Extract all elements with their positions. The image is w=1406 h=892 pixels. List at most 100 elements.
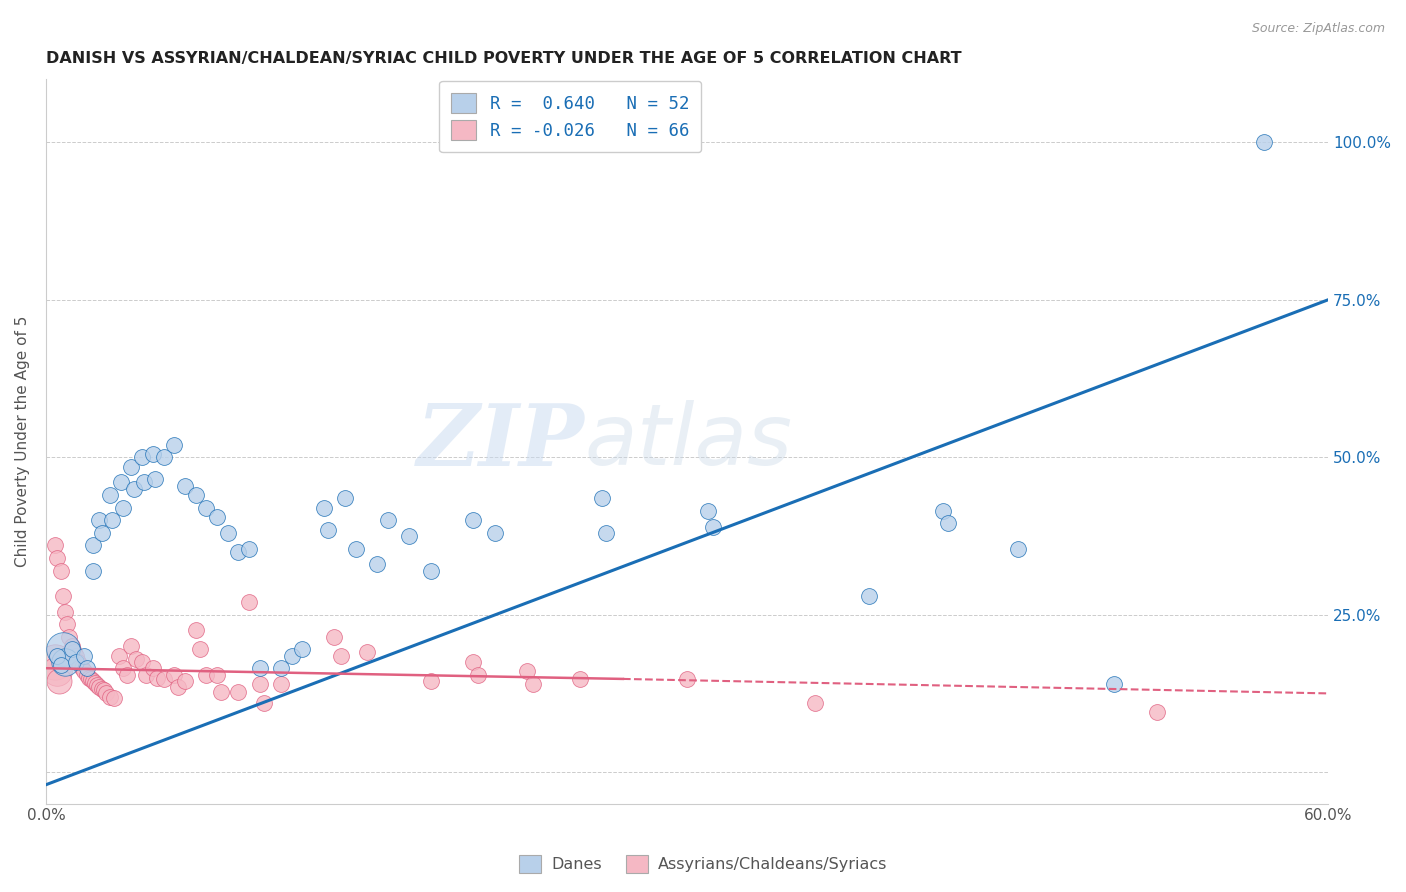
Point (249, 677, 271, 691)
Point (143, 472, 166, 486)
Point (76, 661, 98, 675)
Point (516, 665, 538, 679)
Point (53, 655, 76, 669)
Point (101, 513, 124, 527)
Point (238, 541, 260, 556)
Point (467, 667, 489, 681)
Point (49, 564, 72, 578)
Point (167, 680, 190, 694)
Text: Source: ZipAtlas.com: Source: ZipAtlas.com (1251, 22, 1385, 36)
Point (195, 500, 218, 515)
Point (73, 665, 96, 679)
Point (195, 667, 218, 681)
Point (697, 504, 720, 518)
Point (125, 652, 148, 666)
Point (188, 642, 211, 657)
Point (463, 655, 485, 669)
Point (86, 678, 108, 692)
Point (419, 564, 441, 578)
Point (142, 661, 165, 675)
Point (270, 677, 292, 691)
Text: DANISH VS ASSYRIAN/CHALDEAN/SYRIAC CHILD POVERTY UNDER THE AGE OF 5 CORRELATION : DANISH VS ASSYRIAN/CHALDEAN/SYRIAC CHILD… (46, 51, 962, 66)
Legend: R =  0.640   N = 52, R = -0.026   N = 66: R = 0.640 N = 52, R = -0.026 N = 66 (439, 81, 702, 153)
Point (152, 672, 174, 686)
Point (312, 500, 335, 515)
Point (90, 681, 112, 696)
Point (936, 516, 959, 531)
Point (65, 655, 87, 669)
Text: atlas: atlas (585, 400, 793, 483)
Point (333, 491, 356, 505)
Point (1007, 541, 1029, 556)
Point (89, 513, 111, 527)
Point (48, 673, 70, 688)
Point (76, 667, 98, 681)
Point (591, 491, 613, 505)
Point (484, 525, 506, 540)
Point (238, 595, 260, 609)
Point (45, 665, 67, 679)
Point (163, 437, 186, 451)
Point (1253, 136, 1275, 150)
Point (82, 538, 104, 552)
Point (270, 661, 292, 675)
Point (702, 519, 724, 533)
Point (94, 686, 117, 700)
Text: ZIP: ZIP (416, 400, 585, 483)
Point (323, 630, 346, 644)
Point (253, 696, 276, 710)
Point (226, 684, 249, 698)
Point (52, 642, 75, 657)
Point (58, 630, 80, 644)
Point (173, 673, 195, 688)
Point (69, 658, 91, 673)
Point (463, 513, 485, 527)
Point (72, 661, 94, 675)
Point (226, 544, 249, 558)
Point (595, 525, 617, 540)
Legend: Danes, Assyrians/Chaldeans/Syriacs: Danes, Assyrians/Chaldeans/Syriacs (513, 848, 893, 880)
Point (569, 672, 592, 686)
Point (163, 667, 186, 681)
Point (217, 525, 239, 540)
Point (90, 525, 112, 540)
Point (932, 504, 955, 518)
Point (205, 510, 228, 524)
Point (107, 648, 129, 663)
Point (122, 482, 145, 496)
Point (142, 447, 165, 461)
Point (93, 683, 115, 698)
Point (49, 658, 72, 673)
Point (82, 564, 104, 578)
Point (184, 488, 207, 502)
Point (398, 529, 420, 543)
Point (110, 475, 132, 490)
Point (184, 624, 207, 638)
Point (329, 648, 352, 663)
Point (377, 513, 399, 527)
Point (316, 523, 339, 537)
Point (280, 648, 302, 663)
Point (62, 645, 84, 659)
Point (103, 690, 125, 705)
Point (209, 684, 232, 698)
Point (45, 551, 67, 566)
Point (522, 677, 544, 691)
Point (45, 648, 67, 663)
Point (1146, 706, 1168, 720)
Point (82, 673, 104, 688)
Point (1104, 677, 1126, 691)
Point (98, 690, 121, 704)
Point (73, 648, 96, 663)
Point (111, 500, 134, 515)
Point (98, 488, 121, 502)
Point (131, 450, 153, 465)
Point (66, 655, 89, 669)
Point (366, 558, 388, 572)
Point (44, 655, 66, 669)
Point (205, 667, 228, 681)
Point (858, 589, 880, 603)
Point (344, 541, 367, 556)
Point (60, 639, 83, 653)
Point (52, 589, 75, 603)
